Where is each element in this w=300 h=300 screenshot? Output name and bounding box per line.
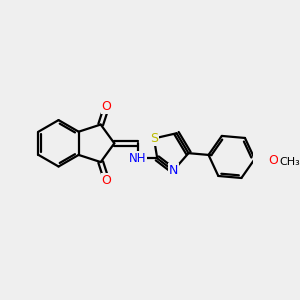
- Text: CH₃: CH₃: [279, 157, 300, 167]
- Text: N: N: [169, 164, 178, 177]
- Text: S: S: [150, 132, 158, 145]
- Text: O: O: [268, 154, 278, 167]
- Text: O: O: [102, 100, 112, 113]
- Text: NH: NH: [129, 152, 146, 165]
- Text: O: O: [102, 174, 112, 187]
